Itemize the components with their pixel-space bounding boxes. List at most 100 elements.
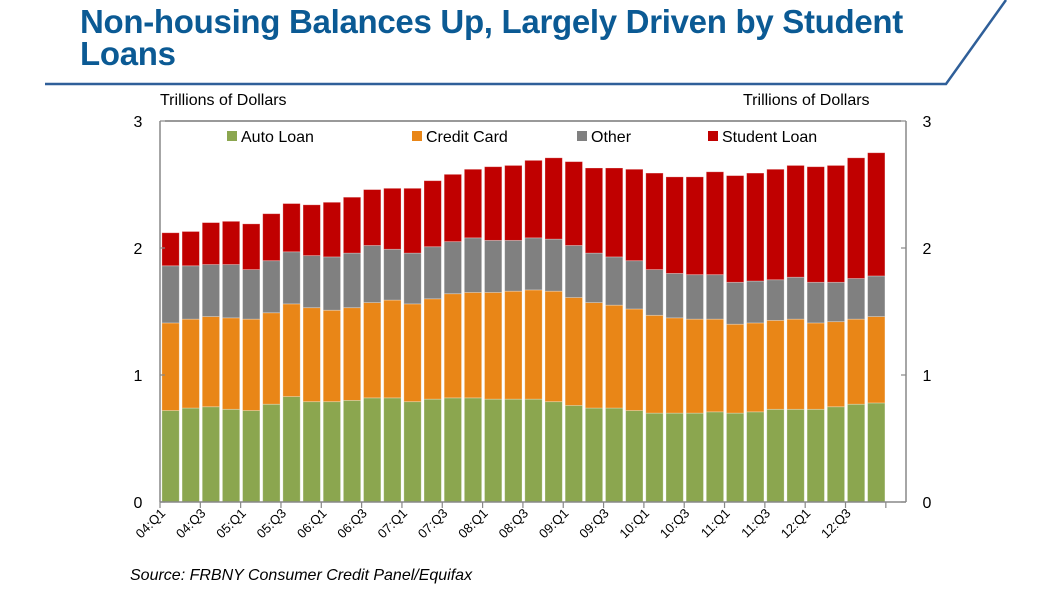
bar-segment-student-loan (504, 165, 523, 241)
bar-segment-other (726, 281, 745, 325)
bar-segment-other (181, 265, 200, 320)
bar-segment-credit-card (403, 303, 422, 403)
x-tick-label: 09:Q1 (536, 506, 572, 542)
bar-segment-credit-card (443, 293, 462, 399)
bar-segment-credit-card (605, 304, 624, 409)
bar-segment-student-loan (726, 175, 745, 283)
bar-segment-auto-loan (665, 412, 684, 503)
bar-segment-credit-card (181, 318, 200, 409)
bar-segment-student-loan (161, 232, 180, 267)
x-tick-label: 07:Q1 (374, 506, 410, 542)
bar-segment-student-loan (443, 173, 462, 243)
bar-segment-auto-loan (726, 412, 745, 503)
bar-segment-auto-loan (383, 397, 402, 503)
bar-segment-other (746, 280, 765, 324)
bar-segment-auto-loan (826, 406, 846, 503)
bar-segment-student-loan (262, 213, 281, 262)
bar-segment-auto-loan (201, 406, 220, 503)
bar-10-Q3 (685, 176, 704, 503)
left-y-tick-label: 1 (134, 368, 143, 385)
bar-segment-student-loan (826, 165, 846, 283)
bar-segment-student-loan (302, 204, 321, 257)
bar-segment-student-loan (524, 159, 543, 239)
bar-segment-student-loan (705, 171, 725, 276)
bar-segment-credit-card (705, 318, 725, 413)
legend-item-auto-loan: Auto Loan (227, 129, 314, 146)
bar-segment-credit-card (685, 318, 704, 414)
legend-item-other: Other (577, 129, 632, 146)
bar-segment-auto-loan (524, 398, 543, 503)
bar-segment-auto-loan (342, 399, 362, 503)
bar-segment-auto-loan (847, 403, 866, 503)
bar-09-Q2 (584, 167, 604, 503)
bar-segment-student-loan (322, 201, 341, 258)
bar-segment-other (363, 245, 382, 304)
bar-segment-auto-loan (806, 408, 825, 503)
bar-segment-student-loan (484, 166, 503, 241)
bar-segment-student-loan (383, 187, 402, 250)
bar-segment-credit-card (342, 307, 362, 401)
bar-06-Q1 (322, 201, 341, 503)
bar-segment-credit-card (242, 318, 261, 411)
bar-segment-credit-card (786, 318, 805, 410)
bar-segment-other (665, 272, 684, 319)
bar-segment-auto-loan (605, 407, 624, 503)
bar-segment-credit-card (262, 312, 281, 405)
left-y-tick-label: 2 (134, 241, 143, 258)
bar-segment-auto-loan (161, 410, 180, 503)
bar-segment-student-loan (605, 167, 624, 258)
x-tick-label: 08:Q3 (495, 506, 531, 542)
bar-segment-credit-card (423, 298, 442, 400)
bar-segment-credit-card (584, 302, 604, 409)
bar-segment-student-loan (463, 168, 483, 239)
bar-segment-student-loan (847, 157, 866, 279)
bar-segment-other (443, 241, 462, 295)
bar-11-Q2 (746, 172, 765, 503)
bar-10-Q1 (645, 172, 664, 503)
bar-segment-student-loan (625, 168, 644, 262)
bar-segment-student-loan (363, 189, 382, 246)
x-tick-label: 04:Q3 (173, 506, 209, 542)
bar-segment-student-loan (423, 180, 442, 248)
bar-09-Q1 (564, 161, 583, 503)
bar-11-Q3 (766, 168, 785, 503)
bar-05-Q3 (282, 203, 301, 503)
bar-segment-other (302, 255, 321, 309)
bar-segment-student-loan (342, 196, 362, 254)
bar-segment-other (282, 251, 301, 305)
bar-segment-student-loan (685, 176, 704, 276)
bar-segment-auto-loan (645, 412, 664, 503)
bar-segment-auto-loan (625, 410, 644, 503)
bar-04-Q4 (221, 220, 241, 503)
legend: Auto Loan Credit Card Other Student Loan (227, 129, 817, 146)
bar-segment-credit-card (504, 290, 523, 400)
legend-swatch (708, 131, 718, 141)
bar-06-Q4 (383, 187, 402, 503)
bar-07-Q2 (423, 180, 442, 503)
bar-segment-other (645, 269, 664, 316)
bar-segment-credit-card (847, 318, 866, 405)
bar-segment-other (322, 256, 341, 311)
bar-segment-student-loan (181, 231, 200, 267)
bar-segment-auto-loan (867, 402, 886, 503)
bar-segment-auto-loan (564, 405, 583, 503)
bar-segment-other (383, 248, 402, 301)
legend-item-student-loan: Student Loan (708, 129, 817, 146)
bar-segment-student-loan (544, 157, 563, 240)
x-tick-label: 11:Q3 (738, 506, 773, 541)
bar-09-Q4 (625, 168, 644, 503)
bar-segment-other (463, 237, 483, 293)
bar-segment-other (423, 246, 442, 300)
bar-segment-auto-loan (504, 398, 523, 503)
bar-segment-other (786, 276, 805, 320)
x-tick-label: 06:Q1 (294, 506, 330, 542)
bar-segment-credit-card (625, 308, 644, 411)
bar-segment-auto-loan (746, 411, 765, 503)
right-axis-unit-label: Trillions of Dollars (743, 92, 870, 109)
bar-segment-credit-card (645, 314, 664, 414)
bar-segment-other (847, 278, 866, 320)
bar-12-Q2 (826, 165, 846, 503)
bar-segment-student-loan (221, 220, 241, 265)
bar-segment-credit-card (665, 317, 684, 414)
